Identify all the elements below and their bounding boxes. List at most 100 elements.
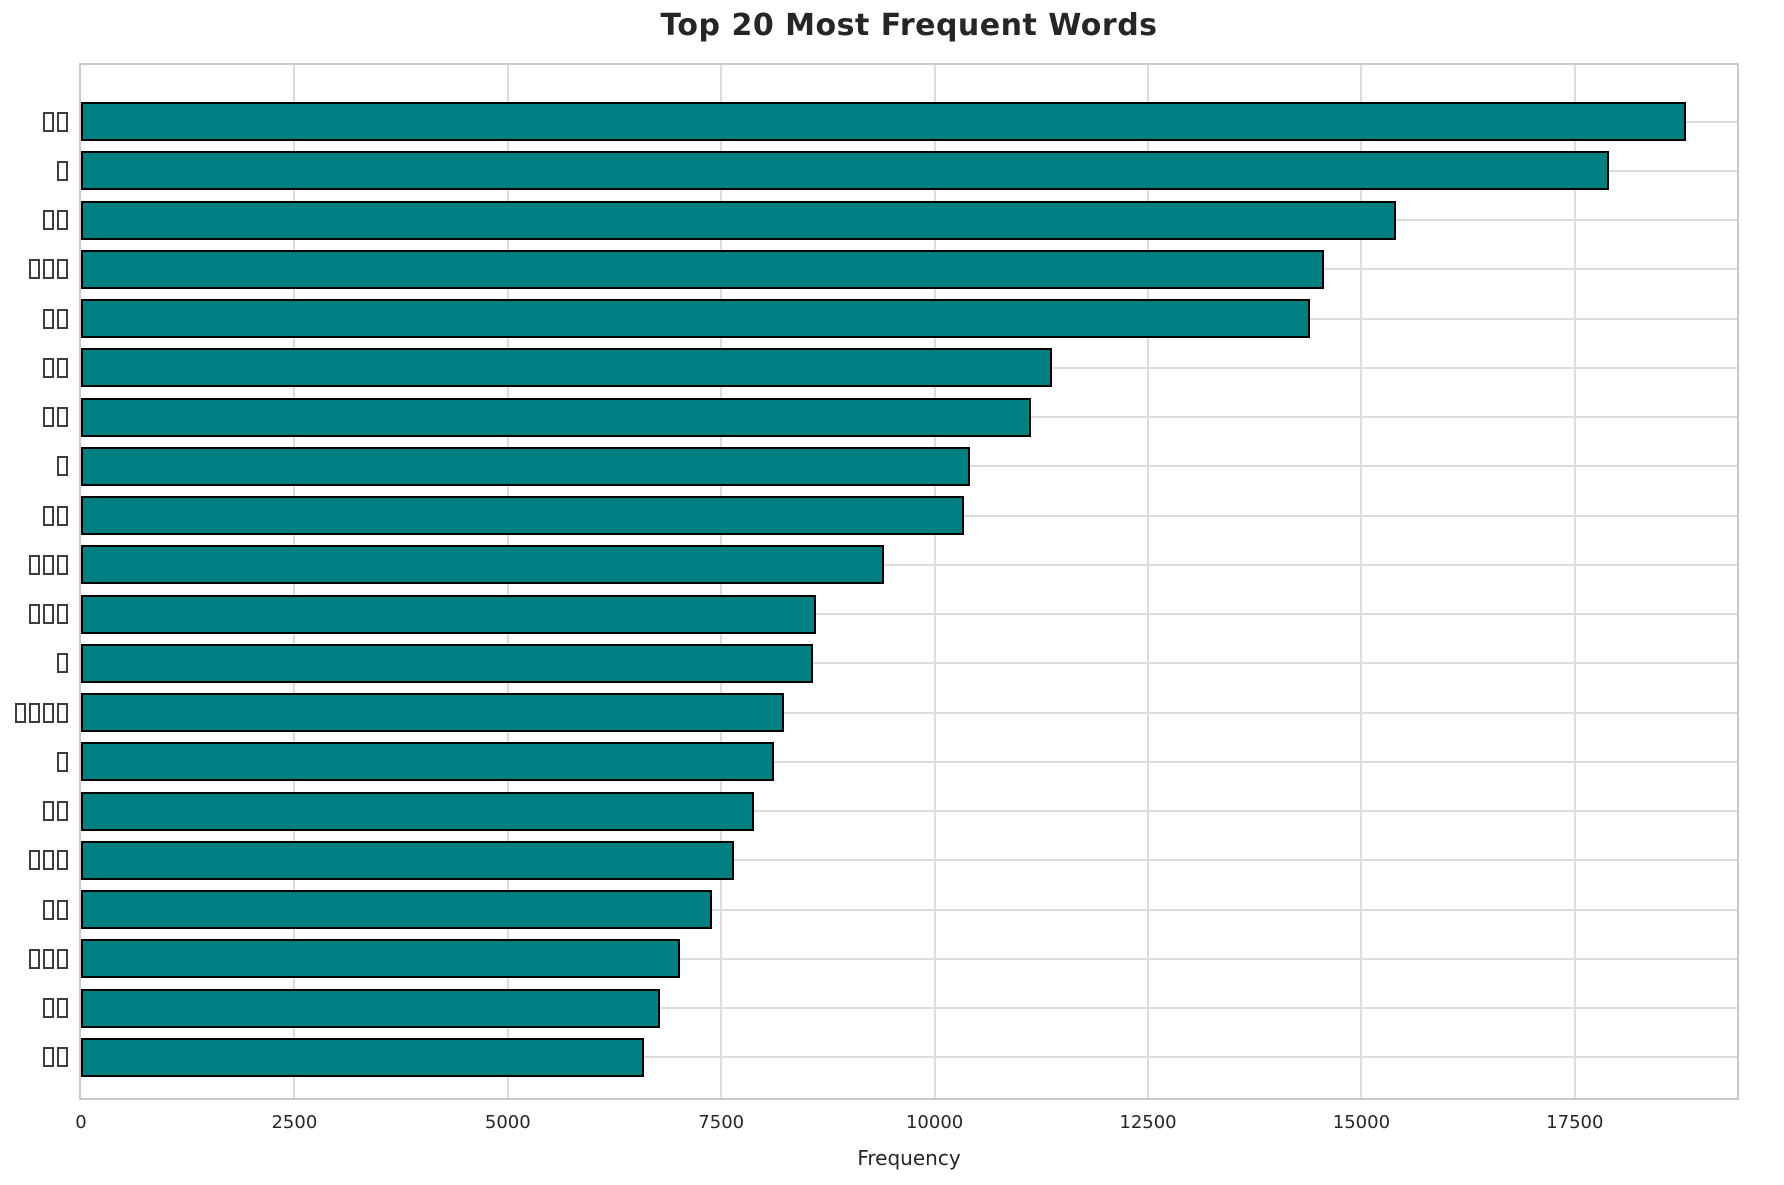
bar-row xyxy=(81,984,1737,1033)
y-tick-label xyxy=(55,751,69,772)
horizontal-gridline xyxy=(81,810,1737,813)
missing-glyph-box xyxy=(28,604,40,625)
x-tick-label: 12500 xyxy=(1119,1112,1177,1133)
missing-glyph-box xyxy=(56,554,68,575)
bar xyxy=(81,890,712,930)
bar xyxy=(81,939,681,979)
y-tick-label xyxy=(55,456,69,477)
bar xyxy=(81,840,734,880)
y-tick-label xyxy=(41,308,69,329)
x-tick-label: 5000 xyxy=(484,1112,531,1133)
bar xyxy=(81,791,754,831)
bar-row xyxy=(81,393,1737,442)
missing-glyph-box xyxy=(28,702,40,723)
horizontal-gridline xyxy=(81,957,1737,960)
horizontal-gridline xyxy=(81,662,1737,665)
bar xyxy=(81,594,816,634)
missing-glyph-box xyxy=(56,407,68,428)
y-tick-label xyxy=(55,653,69,674)
missing-glyph-box xyxy=(56,308,68,329)
missing-glyph-box xyxy=(42,259,54,280)
bar xyxy=(81,742,775,782)
y-tick-label xyxy=(55,160,69,181)
bar-row xyxy=(81,836,1737,885)
missing-glyph-box xyxy=(28,850,40,871)
plot-area xyxy=(79,63,1739,1100)
x-tick-label: 10000 xyxy=(905,1112,964,1133)
bar xyxy=(81,446,971,486)
missing-glyph-box xyxy=(42,554,54,575)
horizontal-gridline xyxy=(81,908,1737,911)
missing-glyph-box xyxy=(42,505,54,526)
chart-title: Top 20 Most Frequent Words xyxy=(660,8,1158,43)
bar-row xyxy=(81,787,1737,836)
bar-rows xyxy=(81,65,1737,1098)
bar-row xyxy=(81,934,1737,983)
bar xyxy=(81,397,1032,437)
missing-glyph-box xyxy=(56,850,68,871)
bar-row xyxy=(81,146,1737,195)
horizontal-gridline xyxy=(81,859,1737,862)
bar xyxy=(81,1037,644,1077)
y-tick-label xyxy=(41,1047,69,1068)
y-tick-label xyxy=(41,899,69,920)
missing-glyph-box xyxy=(56,259,68,280)
missing-glyph-box xyxy=(56,456,68,477)
y-tick-label xyxy=(27,259,69,280)
missing-glyph-box xyxy=(56,948,68,969)
bar-row xyxy=(81,590,1737,639)
missing-glyph-box xyxy=(42,702,54,723)
bar-row xyxy=(81,442,1737,491)
missing-glyph-box xyxy=(42,850,54,871)
bar-row xyxy=(81,737,1737,786)
horizontal-gridline xyxy=(81,711,1737,714)
vertical-gridline xyxy=(1573,65,1576,1098)
bar xyxy=(81,102,1686,142)
missing-glyph-box xyxy=(28,259,40,280)
missing-glyph-box xyxy=(42,604,54,625)
y-tick-label xyxy=(27,554,69,575)
missing-glyph-box xyxy=(56,210,68,231)
bar xyxy=(81,348,1053,388)
missing-glyph-box xyxy=(42,801,54,822)
bar-row xyxy=(81,196,1737,245)
missing-glyph-box xyxy=(56,702,68,723)
missing-glyph-box xyxy=(42,998,54,1019)
x-tick-label: 0 xyxy=(75,1112,87,1133)
bar-row xyxy=(81,639,1737,688)
bar xyxy=(81,545,885,585)
missing-glyph-box xyxy=(28,554,40,575)
missing-glyph-box xyxy=(28,948,40,969)
y-tick-label xyxy=(13,702,69,723)
bar xyxy=(81,693,785,733)
y-tick-label xyxy=(27,948,69,969)
missing-glyph-box xyxy=(56,653,68,674)
x-tick-label: 17500 xyxy=(1546,1112,1604,1133)
missing-glyph-box xyxy=(42,899,54,920)
y-tick-label xyxy=(41,801,69,822)
bar-row xyxy=(81,540,1737,589)
bar-row xyxy=(81,688,1737,737)
vertical-gridline xyxy=(1147,65,1149,1098)
horizontal-gridline xyxy=(81,613,1737,616)
y-tick-label xyxy=(41,407,69,428)
missing-glyph-box xyxy=(56,998,68,1019)
vertical-gridline xyxy=(1360,65,1363,1098)
bar-row xyxy=(81,1033,1737,1082)
x-axis-label: Frequency xyxy=(857,1146,961,1170)
missing-glyph-box xyxy=(56,801,68,822)
bar xyxy=(81,200,1396,240)
y-tick-label xyxy=(41,111,69,132)
horizontal-gridline xyxy=(81,563,1737,566)
bar xyxy=(81,643,814,683)
missing-glyph-box xyxy=(56,751,68,772)
missing-glyph-box xyxy=(42,111,54,132)
y-tick-label xyxy=(27,604,69,625)
missing-glyph-box xyxy=(56,111,68,132)
missing-glyph-box xyxy=(56,357,68,378)
missing-glyph-box xyxy=(56,899,68,920)
missing-glyph-box xyxy=(42,1047,54,1068)
bar-row xyxy=(81,343,1737,392)
bar-row xyxy=(81,294,1737,343)
missing-glyph-box xyxy=(14,702,26,723)
